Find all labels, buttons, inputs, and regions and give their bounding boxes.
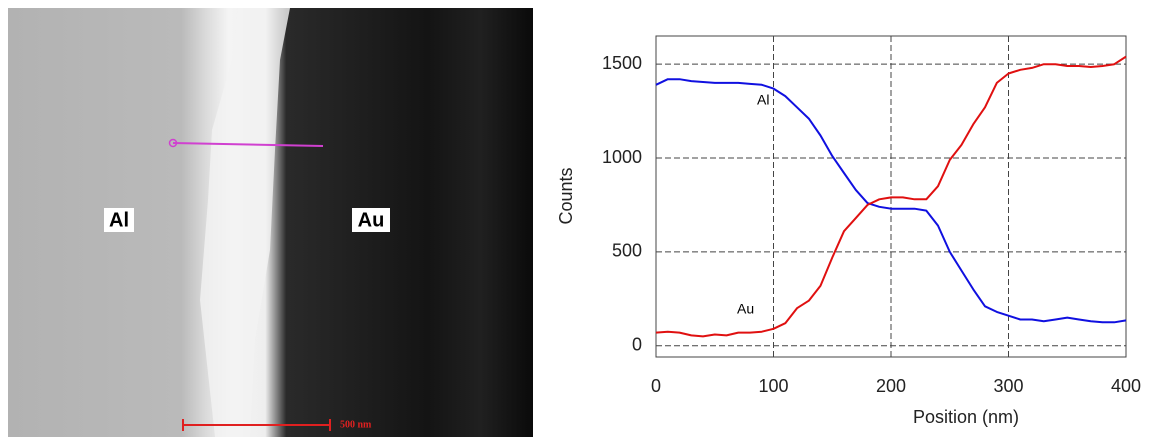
- x-tick-label: 300: [993, 376, 1023, 396]
- x-tick-label: 200: [876, 376, 906, 396]
- region-label: Al: [109, 209, 129, 231]
- x-tick-label: 400: [1111, 376, 1141, 396]
- data-line: [656, 57, 1126, 337]
- chart: Position (nm) Counts Al Au 0 100 200 300 400…: [556, 36, 1141, 427]
- series-label: Au: [737, 301, 754, 317]
- scale-bar-label: 500 nm: [340, 419, 372, 430]
- y-axis-label: Counts: [556, 167, 576, 224]
- x-axis-label: Position (nm): [913, 407, 1019, 427]
- y-tick-label: 1500: [602, 53, 642, 73]
- y-tick-label: 1000: [602, 147, 642, 167]
- y-tick-label: 500: [612, 241, 642, 261]
- micrograph: Al Au 500 nm: [8, 8, 533, 437]
- x-tick-label: 0: [651, 376, 661, 396]
- region-label: Au: [358, 209, 385, 231]
- x-tick-label: 100: [758, 376, 788, 396]
- page: Al Au 500 nm Position (nm) Counts Al Au …: [0, 0, 1150, 439]
- y-tick-label: 0: [632, 334, 642, 354]
- series-label: Al: [757, 92, 769, 108]
